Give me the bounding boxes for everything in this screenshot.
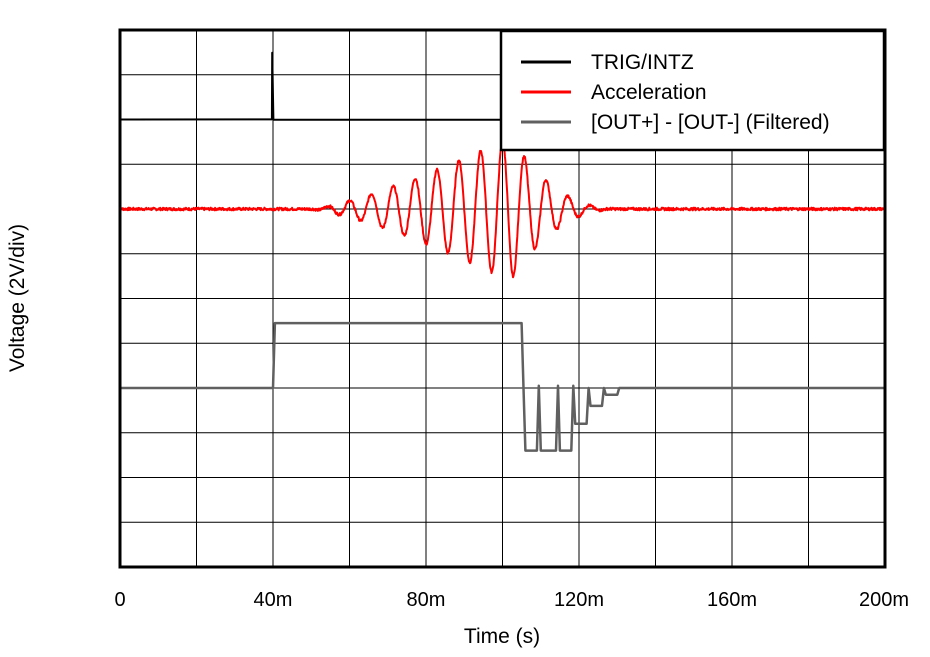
x-tick-label: 160m bbox=[707, 589, 757, 611]
x-tick-label: 200m bbox=[859, 589, 909, 611]
x-tick-labels: 0 40m 80m 120m 160m 200m bbox=[114, 589, 909, 611]
x-tick-label: 40m bbox=[254, 589, 293, 611]
x-axis-title: Time (s) bbox=[464, 625, 540, 648]
legend: TRIG/INTZ Acceleration [OUT+] - [OUT-] (… bbox=[499, 29, 886, 152]
series-line-trig-intz bbox=[119, 51, 886, 121]
x-tick-label: 80m bbox=[407, 589, 446, 611]
series-line-out-out-filtered bbox=[120, 321, 885, 452]
legend-label: TRIG/INTZ bbox=[591, 51, 694, 74]
legend-label: [OUT+] - [OUT-] (Filtered) bbox=[591, 111, 830, 134]
legend-label: Acceleration bbox=[591, 81, 707, 104]
x-tick-label: 120m bbox=[554, 589, 604, 611]
x-tick-label: 0 bbox=[114, 589, 125, 611]
y-axis-title: Voltage (2V/div) bbox=[6, 224, 29, 372]
